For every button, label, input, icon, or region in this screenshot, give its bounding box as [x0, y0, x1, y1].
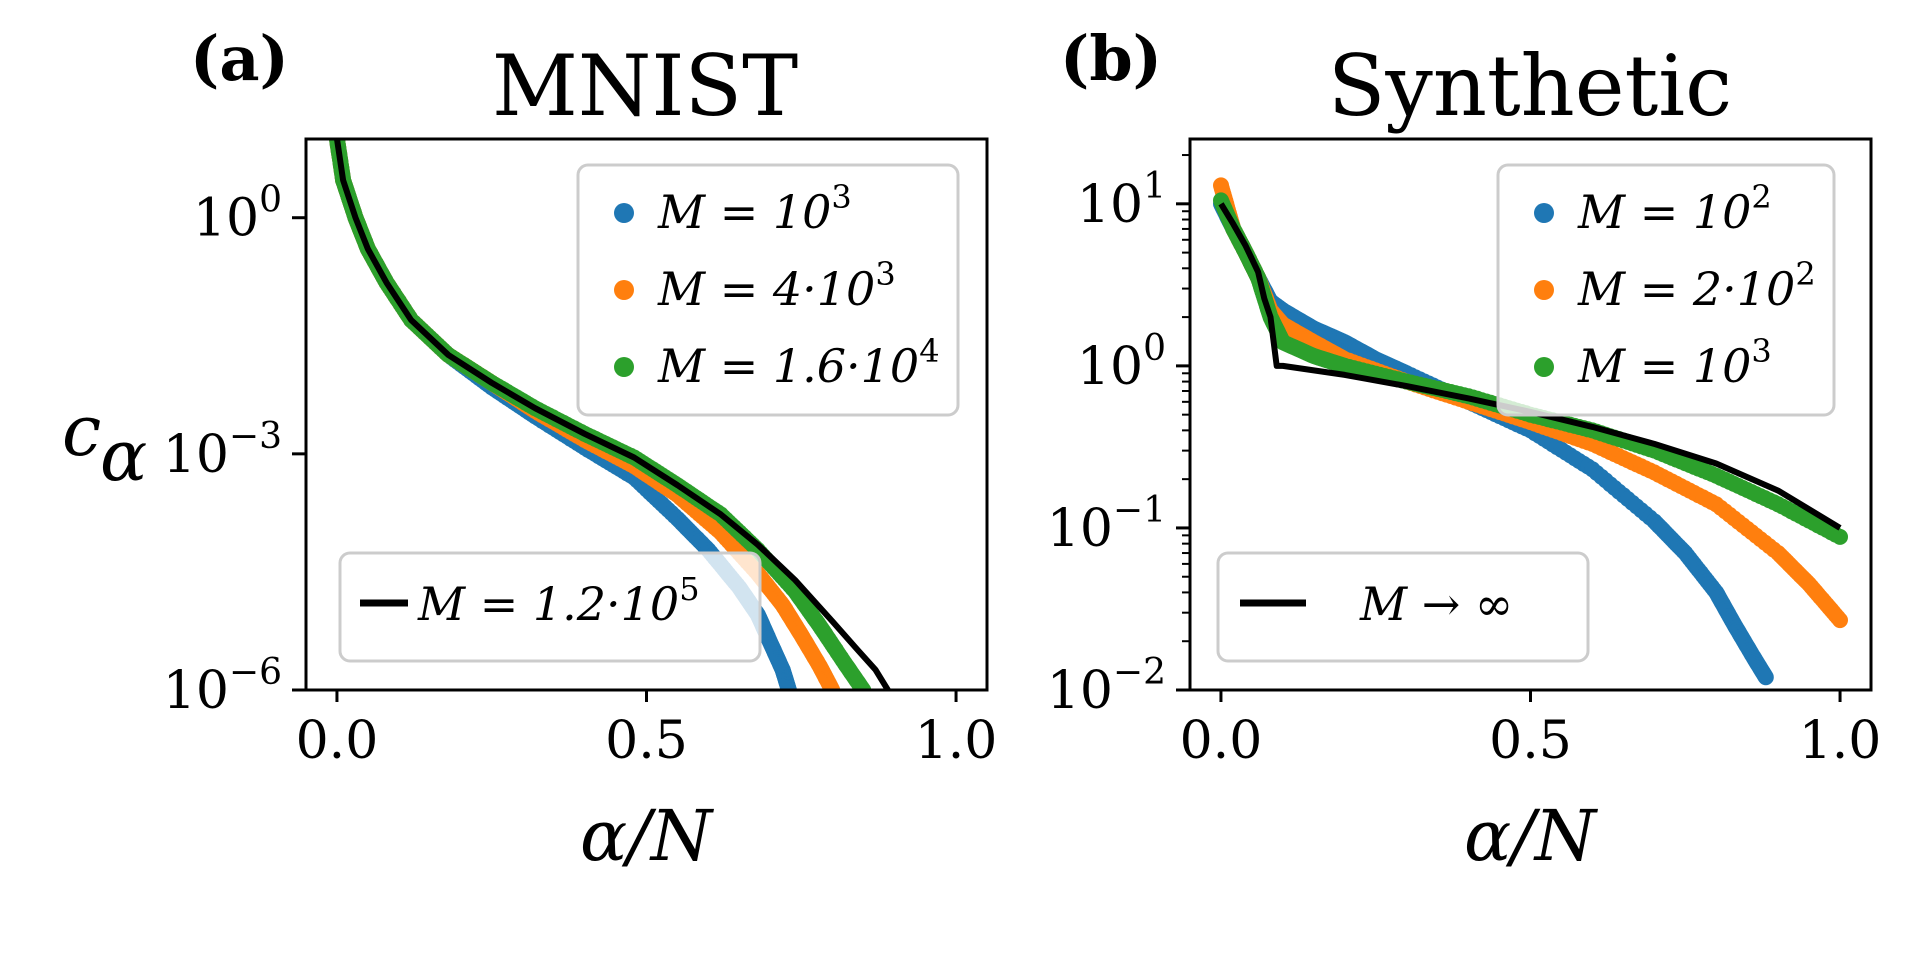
- legend-box: [1216, 551, 1590, 663]
- y-tick-label: 100: [1077, 328, 1166, 397]
- chart-title-b: Synthetic: [1328, 37, 1732, 135]
- legend-label: M = 1.2·105: [417, 570, 700, 631]
- data-point: [855, 682, 872, 690]
- legend-b-top: M = 102 M = 2·102 M = 103: [1496, 163, 1836, 417]
- legend-label: M → ∞: [1359, 577, 1513, 631]
- y-tick-label: 10−3: [163, 416, 282, 485]
- legend-marker-m1e2: [1534, 203, 1554, 223]
- panel-letter-b: (b): [1060, 22, 1162, 95]
- legend-marker-m4e3: [614, 280, 634, 300]
- series-3-line: [1218, 202, 1842, 531]
- panel-synthetic: (b) Synthetic 0.0 0.5 1.0 101 100 10−1 10−2 α…: [1047, 22, 1882, 877]
- data-point: [1757, 669, 1774, 686]
- panel-letter-a: (a): [190, 22, 289, 95]
- x-tick-label: 1.0: [1799, 711, 1882, 771]
- y-label-main: c: [62, 390, 101, 472]
- legend-marker-m1e3: [1534, 357, 1554, 377]
- series-3-line: [334, 139, 891, 690]
- legend-label: M = 1.6·104: [657, 332, 940, 393]
- y-label-subscript: α: [100, 415, 147, 497]
- x-tick-label: 0.0: [1180, 711, 1263, 771]
- legend-box: [338, 551, 762, 663]
- data-point: [780, 682, 797, 690]
- legend-marker-m1e3: [614, 203, 634, 223]
- legend-label: M = 103: [1577, 332, 1772, 393]
- legend-label: M = 4·103: [657, 255, 896, 316]
- legend-label: M = 103: [657, 178, 852, 239]
- legend-label: M = 102: [1577, 178, 1772, 239]
- legend-marker-m16e4: [614, 357, 634, 377]
- legend-box: [1496, 163, 1836, 417]
- legend-b-bottom: M → ∞: [1216, 551, 1590, 663]
- y-ticks-b: 101 100 10−1 10−2: [1047, 154, 1190, 721]
- y-tick-label: 10−2: [1047, 652, 1166, 721]
- x-tick-label: 0.5: [1489, 711, 1572, 771]
- y-tick-label: 10−1: [1047, 490, 1166, 559]
- x-axis-label-b: α/N: [1464, 795, 1599, 877]
- data-point: [824, 682, 841, 690]
- x-ticks-b: 0.0 0.5 1.0: [1180, 690, 1882, 771]
- y-axis-label-a: c α: [62, 390, 147, 497]
- legend-a-bottom: M = 1.2·105: [338, 551, 762, 663]
- legend-a-top: M = 103 M = 4·103 M = 1.6·104: [576, 163, 960, 417]
- chart-title-a: MNIST: [492, 37, 798, 135]
- legend-box: [576, 163, 960, 417]
- x-ticks-a: 0.0 0.5 1.0: [296, 690, 998, 771]
- plot-area-b: 0.0 0.5 1.0 101 100 10−1 10−2: [1047, 137, 1882, 771]
- x-axis-label-a: α/N: [580, 795, 715, 877]
- y-tick-label: 101: [1077, 166, 1166, 235]
- x-tick-label: 0.5: [605, 711, 688, 771]
- legend-marker-m2e2: [1534, 280, 1554, 300]
- y-tick-label: 10−6: [163, 652, 282, 721]
- y-ticks-a: 100 10−3 10−6: [163, 180, 306, 721]
- data-point: [1832, 612, 1848, 629]
- data-point: [1832, 528, 1848, 545]
- x-tick-label: 0.0: [296, 711, 379, 771]
- y-tick-label: 100: [193, 180, 282, 249]
- x-tick-label: 1.0: [915, 711, 998, 771]
- legend-label: M = 2·102: [1577, 255, 1816, 316]
- series-group-b: [1213, 177, 1848, 686]
